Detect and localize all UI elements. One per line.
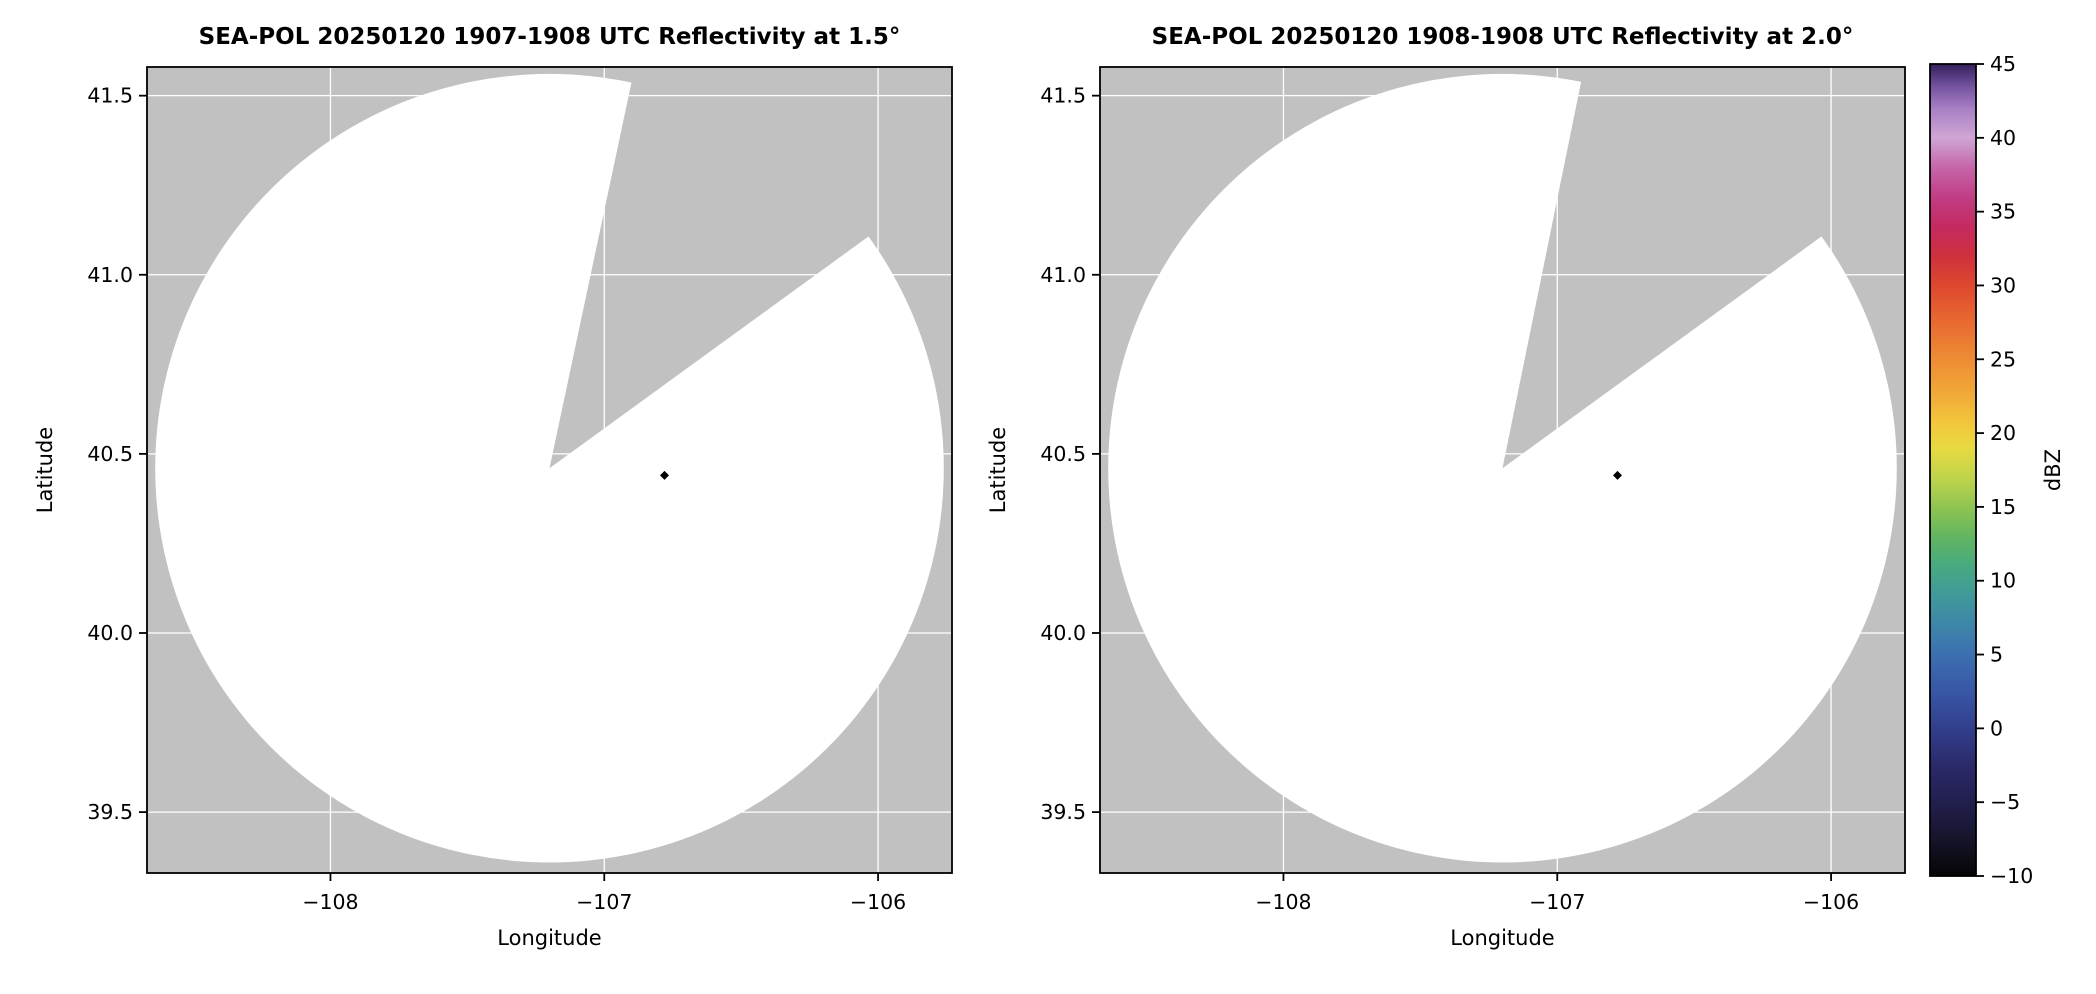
colorbar-tick-label: 10 [1990,569,2016,593]
x-tick-label: −108 [302,890,358,914]
y-tick-label: 41.5 [87,84,133,108]
colorbar-tick-label: 15 [1990,495,2016,519]
panel-2-x-axis: −108 −107 −106 [1255,873,1859,914]
colorbar-ticks: 45 40 35 30 25 20 15 10 5 0 −5 −10 [1976,52,2033,888]
blocked-sector-wedge [1502,67,1905,469]
colorbar-tick-label: −5 [1990,790,2020,814]
panel-2-title: SEA-POL 20250120 1908-1908 UTC Reflectiv… [1152,24,1854,50]
plot-border [146,66,953,874]
colorbar-border [1929,63,1977,877]
y-tick-label: 39.5 [1040,800,1086,824]
y-tick-label: 41.5 [1040,84,1086,108]
panel-2-ylabel: Latitude [986,427,1010,513]
y-tick-label: 40.5 [1040,442,1086,466]
colorbar-tick-label: 45 [1990,52,2016,76]
colorbar-tick-label: 5 [1990,643,2003,667]
colorbar: 45 40 35 30 25 20 15 10 5 0 −5 −10 dBZ [1929,52,2065,888]
panel-2-xlabel: Longitude [1450,926,1554,950]
blocked-sector-wedge [549,67,952,469]
colorbar-tick-label: −10 [1990,864,2033,888]
plot-border [1099,66,1906,874]
reflectivity-marker [660,470,669,480]
y-tick-label: 40.5 [87,442,133,466]
colorbar-gradient [1930,64,1976,876]
colorbar-tick-label: 0 [1990,716,2003,740]
colorbar-tick-label: 20 [1990,421,2016,445]
reflectivity-marker [1613,470,1622,480]
x-tick-label: −106 [850,890,906,914]
colorbar-tick-label: 30 [1990,273,2016,297]
colorbar-tick-label: 25 [1990,347,2016,371]
y-tick-label: 41.0 [87,263,133,287]
y-tick-label: 39.5 [87,800,133,824]
colorbar-label: dBZ [2041,449,2065,491]
panel-2: −108 −107 −106 39.5 40.0 40.5 41.0 41.5 SEA-PO… [986,24,1906,950]
panel-1-title: SEA-POL 20250120 1907-1908 UTC Reflectiv… [199,24,901,50]
colorbar-tick-label: 40 [1990,126,2016,150]
y-tick-label: 41.0 [1040,263,1086,287]
panel-1-xlabel: Longitude [497,926,601,950]
y-tick-label: 40.0 [1040,621,1086,645]
panel-2-y-axis: 39.5 40.0 40.5 41.0 41.5 [1040,84,1100,824]
panel-1-y-axis: 39.5 40.0 40.5 41.0 41.5 [87,84,147,824]
colorbar-tick-label: 35 [1990,200,2016,224]
x-tick-label: −107 [1529,890,1585,914]
x-tick-label: −107 [576,890,632,914]
panel-2-plot-area [1099,66,1906,874]
y-tick-label: 40.0 [87,621,133,645]
panel-1-x-axis: −108 −107 −106 [302,873,906,914]
x-tick-label: −108 [1255,890,1311,914]
panel-1: −108 −107 −106 39.5 40.0 40.5 41.0 41.5 SEA-PO… [33,24,953,950]
panel-1-plot-area [146,66,953,874]
x-tick-label: −106 [1803,890,1859,914]
panel-1-ylabel: Latitude [33,427,57,513]
